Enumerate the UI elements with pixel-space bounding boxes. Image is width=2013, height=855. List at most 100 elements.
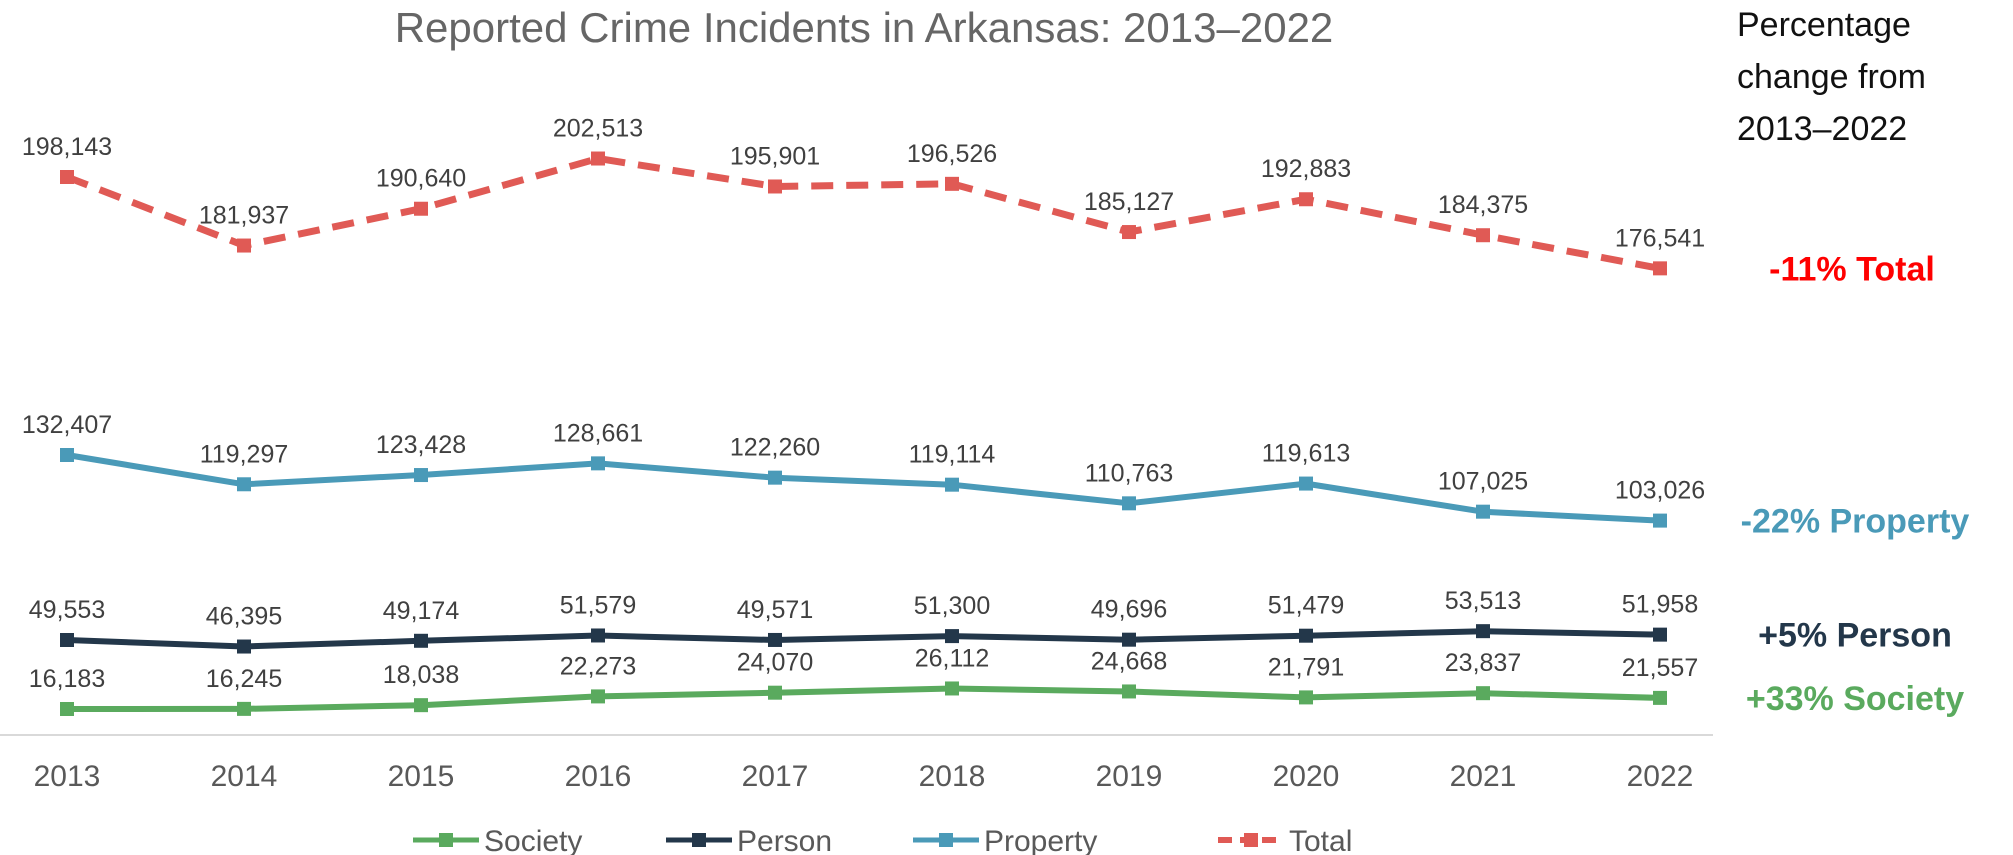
data-label-property-2019: 110,763 [1085,459,1174,487]
data-label-person-2019: 49,696 [1091,596,1167,624]
point-person-2016 [591,628,605,643]
series-property: 132,407 119,297 123,428 128,661 122,260 119,1… [22,411,1705,528]
data-label-property-2016: 128,661 [553,419,643,447]
series-group: 16,183 16,245 18,038 22,273 24,070 26,112 24,6… [22,115,1705,716]
point-property-2013 [60,448,74,462]
data-label-society-2015: 18,038 [383,661,459,689]
data-label-person-2021: 53,513 [1445,587,1521,615]
legend-item-property: Property [913,825,1097,855]
point-person-2022 [1653,627,1667,642]
percent-change-labels: -11% Total -22% Property +5% Person +33% So… [1741,250,1970,718]
point-person-2015 [414,633,428,648]
x-tick-label-2016: 2016 [565,760,632,793]
data-label-person-2022: 51,958 [1622,591,1698,619]
point-total-2022 [1653,261,1667,276]
percent-change-society: +33% Society [1746,680,1964,718]
data-label-total-2014: 181,937 [199,202,289,230]
side-title-line-1: Percentage [1737,6,1911,44]
point-society-2018 [945,681,959,696]
point-society-2020 [1299,690,1313,705]
point-person-2020 [1299,628,1313,643]
point-society-2015 [414,698,428,713]
legend-swatch-marker-total [1244,833,1258,847]
legend-item-person: Person [666,825,832,855]
series-line-person [66,628,1661,650]
point-person-2021 [1476,624,1490,639]
data-label-total-2019: 185,127 [1084,188,1174,216]
point-person-2014 [237,639,251,654]
point-person-2019 [1122,632,1136,647]
data-label-society-2013: 16,183 [29,665,105,693]
data-label-society-2020: 21,791 [1268,653,1344,681]
point-person-2017 [768,632,782,647]
point-total-2019 [1122,225,1136,240]
data-label-society-2017: 24,070 [737,649,813,677]
point-person-2013 [60,633,74,647]
point-society-2019 [1122,684,1136,699]
legend-swatch-marker-society [439,833,453,847]
point-property-2017 [768,470,782,485]
data-label-total-2015: 190,640 [376,165,466,193]
x-tick-label-2015: 2015 [388,760,455,793]
point-society-2013 [60,702,74,716]
data-label-society-2021: 23,837 [1445,649,1521,677]
point-total-2017 [768,179,782,194]
legend-item-total: Total [1218,825,1352,855]
point-property-2022 [1653,513,1667,528]
chart-title: Reported Crime Incidents in Arkansas: 20… [395,4,1334,51]
x-axis-ticks: 2013 2014 2015 2016 2017 2018 2019 2020 2021 2022 [34,760,1694,793]
data-label-person-2013: 49,553 [29,596,105,624]
x-tick-label-2021: 2021 [1450,760,1517,793]
data-label-society-2022: 21,557 [1622,654,1698,682]
percent-change-property: -22% Property [1741,503,1970,541]
data-label-total-2020: 192,883 [1261,155,1351,183]
x-tick-label-2018: 2018 [919,760,986,793]
x-tick-label-2017: 2017 [742,760,809,793]
data-label-property-2021: 107,025 [1438,468,1528,496]
data-label-property-2018: 119,114 [909,441,996,469]
data-label-society-2018: 26,112 [915,644,990,672]
x-tick-label-2013: 2013 [34,760,101,793]
point-property-2016 [591,456,605,471]
x-tick-label-2014: 2014 [211,760,278,793]
side-title-line-2: change from [1737,58,1926,96]
point-total-2015 [414,201,428,216]
data-label-total-2018: 196,526 [907,140,997,168]
point-person-2018 [945,629,959,644]
percent-change-person: +5% Person [1758,617,1952,655]
point-total-2016 [591,151,605,166]
data-label-person-2014: 46,395 [206,603,282,631]
legend: Society Person Property Total [413,825,1352,855]
data-label-society-2019: 24,668 [1091,647,1167,675]
series-line-total [65,155,1661,272]
series-total: 198,143 181,937 190,640 202,513 195,901 196,5… [22,115,1705,276]
data-label-property-2017: 122,260 [730,434,820,462]
data-label-total-2022: 176,541 [1615,224,1705,252]
data-label-property-2015: 123,428 [376,431,466,459]
data-label-person-2016: 51,579 [560,591,636,619]
percent-change-total: -11% Total [1769,250,1935,288]
legend-label-person: Person [737,825,832,855]
point-property-2020 [1299,476,1313,491]
point-society-2017 [768,685,782,700]
point-property-2018 [945,477,959,492]
point-total-2020 [1299,192,1313,207]
point-total-2018 [945,176,959,191]
point-society-2022 [1653,690,1667,705]
x-tick-label-2019: 2019 [1096,760,1163,793]
data-label-person-2017: 49,571 [737,596,813,624]
point-society-2014 [237,701,251,716]
data-label-society-2014: 16,245 [206,665,282,693]
data-label-person-2015: 49,174 [383,597,460,625]
data-label-society-2016: 22,273 [560,652,636,680]
point-society-2016 [591,689,605,704]
side-panel-title: Percentage change from 2013–2022 [1737,6,1926,148]
point-property-2014 [237,477,251,492]
x-tick-label-2022: 2022 [1627,760,1694,793]
legend-label-total: Total [1289,825,1352,855]
data-label-total-2021: 184,375 [1438,191,1528,219]
point-property-2021 [1476,504,1490,519]
data-label-total-2016: 202,513 [553,115,643,143]
point-property-2015 [414,468,428,483]
